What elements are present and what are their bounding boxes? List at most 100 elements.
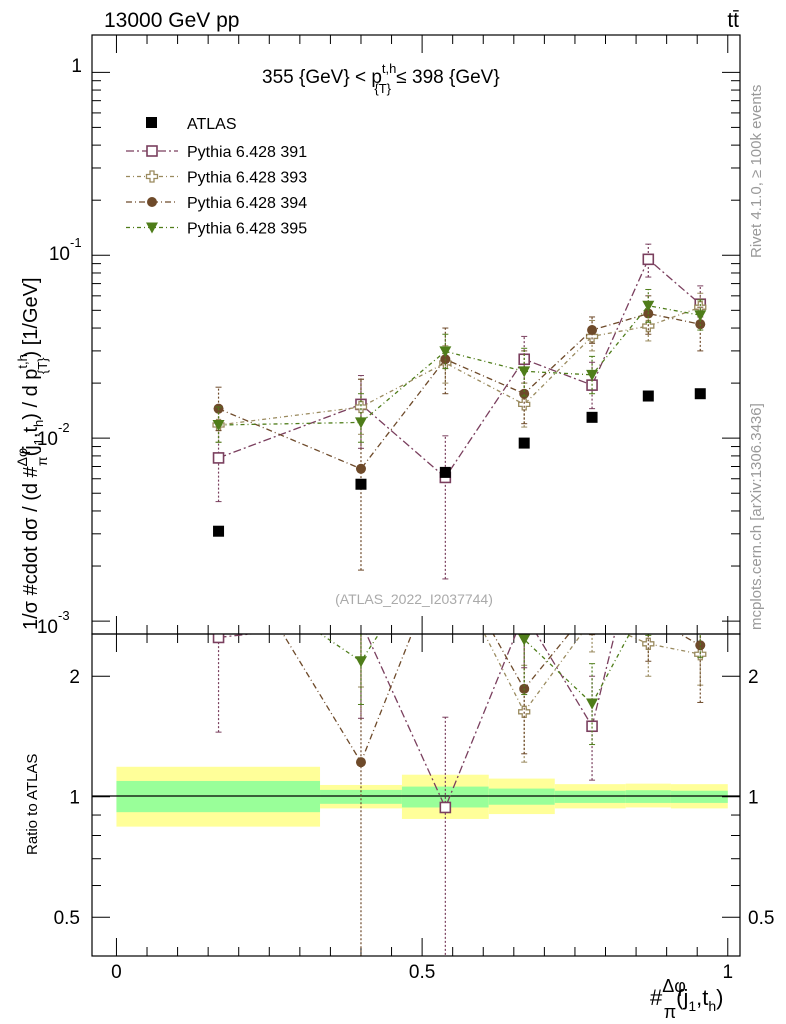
ratio-band-green — [670, 790, 728, 803]
ratio-point — [354, 656, 367, 668]
ratio-band-green — [554, 790, 626, 803]
header-right-label: tt̄ — [727, 9, 739, 32]
main-panel: 1 10 -1 10 -2 10 -3 355 {GeV} < pt,h {T} … — [14, 34, 741, 638]
main-series-3 — [213, 295, 706, 571]
main-series-line — [218, 258, 701, 479]
main-point — [694, 310, 707, 322]
main-point — [354, 417, 367, 429]
main-point — [355, 463, 366, 474]
ratio-point — [695, 595, 705, 605]
atlas-point — [586, 411, 598, 423]
main-series-2 — [212, 292, 707, 443]
main-y-axis-title: 1/σ #cdot dσ / (d #Δφ π(j1,th) / d pt,h {T… — [14, 277, 50, 630]
legend-label: Pythia 6.428 391 — [187, 144, 307, 161]
atlas-point — [518, 437, 530, 449]
ratio-band-green — [320, 789, 402, 804]
mcplots-label: mcplots.cern.ch [arXiv:1306.3436] — [748, 403, 765, 630]
ratio-point — [642, 594, 654, 605]
rivet-version-label: Rivet 4.1.0, ≥ 100k events — [748, 85, 765, 258]
legend-label: Pythia 6.428 394 — [187, 195, 307, 212]
ratio-frame — [91, 633, 741, 957]
main-ytick-label-1: 1 — [71, 56, 82, 77]
ratio-point — [643, 492, 653, 502]
main-series-layer — [212, 243, 707, 580]
x-axis-title: #Δφ π(j1,th) — [650, 976, 724, 1022]
main-point — [212, 452, 225, 464]
ratio-series-1 — [212, 492, 705, 956]
main-point — [642, 253, 655, 266]
ratio-point — [518, 634, 531, 646]
main-series-line — [218, 312, 701, 470]
ratio-ytick-label-left: 2 — [69, 667, 80, 688]
ratio-point — [587, 614, 598, 625]
ratio-point — [212, 634, 225, 644]
main-point — [642, 300, 655, 312]
legend-atlas-marker — [146, 117, 157, 128]
main-point — [212, 420, 225, 432]
main-series-1 — [212, 243, 707, 580]
main-ytick-label-exp: -2 — [58, 420, 70, 435]
ratio-ytick-label-right: 2 — [748, 667, 759, 688]
atlas-point — [694, 388, 706, 400]
ratio-point — [213, 559, 224, 570]
main-point — [586, 369, 599, 381]
ratio-series-3 — [282, 601, 706, 956]
ratio-xtick-label: 0.5 — [409, 962, 435, 983]
legend-marker — [146, 222, 158, 234]
ratio-series-line — [218, 634, 616, 810]
ratio-tick-labels: 0.5 0.5 1 1 2 2 0 0.5 1 — [54, 667, 775, 983]
ratio-ytick-label-right: 1 — [748, 788, 759, 809]
analysis-watermark: (ATLAS_2022_I2037744) — [335, 591, 493, 607]
legend-marker — [146, 145, 158, 157]
main-point — [518, 398, 531, 411]
ratio-point — [586, 698, 599, 710]
ratio-point — [518, 705, 531, 718]
ratio-point — [439, 801, 452, 814]
ratio-uncertainty-bands — [116, 766, 728, 827]
atlas-point — [213, 525, 225, 537]
ratio-panel: 0.5 0.5 1 1 2 2 0 0.5 1 Ratio to ATLAS #Δφ π(j1,t… — [24, 492, 775, 1022]
legend-label: Pythia 6.428 393 — [187, 170, 307, 187]
ratio-point — [439, 527, 451, 538]
legend-marker — [147, 197, 157, 207]
ratio-point — [587, 601, 597, 611]
ratio-xtick-label: 1 — [722, 962, 733, 983]
ratio-point — [355, 757, 366, 768]
ratio-series-4 — [213, 527, 706, 746]
ratio-point — [519, 608, 529, 618]
main-ytick-label-exp: -3 — [58, 608, 70, 623]
atlas-point — [642, 390, 654, 402]
main-ytick-label-exp: -1 — [70, 235, 82, 250]
legend-marker — [145, 170, 159, 183]
ratio-point — [643, 612, 653, 622]
header-left-label: 13000 GeV pp — [104, 9, 239, 32]
atlas-point — [355, 478, 367, 490]
atlas-point — [439, 466, 451, 478]
main-axis-ticks — [92, 35, 740, 634]
ratio-ytick-label-right: 0.5 — [748, 908, 774, 929]
ratio-ytick-label-left: 1 — [69, 788, 80, 809]
main-point — [354, 400, 368, 414]
main-series-4 — [212, 288, 707, 443]
ratio-axis-ticks — [92, 634, 740, 957]
ratio-point — [213, 560, 225, 571]
main-ytick-label-base: 10 — [37, 617, 58, 638]
ratio-band-green — [488, 788, 555, 805]
ratio-xtick-label: 0 — [111, 962, 122, 983]
ratio-series-layer — [212, 492, 707, 956]
ratio-series-line — [319, 634, 631, 705]
atlas-data-points — [213, 388, 706, 537]
ratio-series-line — [282, 634, 701, 764]
main-ytick-label-base: 10 — [49, 244, 70, 265]
main-point — [587, 325, 598, 336]
legend-atlas-label: ATLAS — [187, 116, 237, 133]
ratio-y-axis-title: Ratio to ATLAS — [24, 754, 41, 855]
legend-label: Pythia 6.428 395 — [187, 221, 307, 238]
ratio-point — [694, 620, 706, 631]
main-point — [439, 346, 452, 358]
ratio-ytick-label-left: 0.5 — [54, 908, 80, 929]
main-title: 355 {GeV} < pt,h {T} ≤ 398 {GeV} — [262, 61, 500, 96]
main-ytick-label-base: 10 — [37, 429, 58, 450]
main-point — [518, 366, 531, 378]
